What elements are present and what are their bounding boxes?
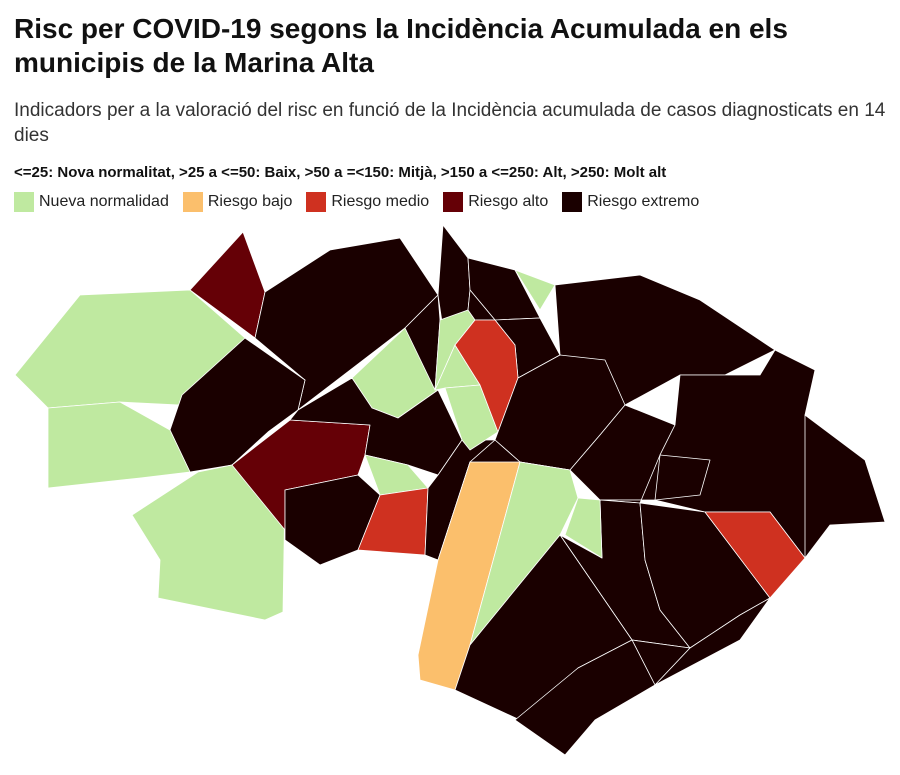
legend-label-normal: Nueva normalidad — [39, 193, 169, 210]
legend-item-normal: Nueva normalidad — [14, 192, 169, 212]
municipality-region[interactable] — [437, 224, 471, 323]
legend-label-low: Riesgo bajo — [207, 193, 293, 210]
legend-swatch-normal — [14, 192, 34, 212]
municipality-region[interactable] — [564, 497, 603, 559]
municipality-region[interactable] — [654, 454, 711, 501]
municipality-region[interactable] — [469, 461, 579, 646]
legend-item-extreme: Riesgo extremo — [562, 192, 699, 212]
municipality-region[interactable] — [804, 414, 886, 559]
municipality-region[interactable] — [514, 269, 556, 311]
chart-title: Risc per COVID-19 segons la Incidència A… — [14, 13, 788, 78]
legend-swatch-extreme — [562, 192, 583, 212]
legend-label-high: Riesgo alto — [468, 193, 549, 210]
municipality-region[interactable] — [654, 597, 771, 686]
municipality-region[interactable] — [131, 464, 286, 621]
legend-swatch-medium — [306, 192, 327, 212]
legend-label-extreme: Riesgo extremo — [587, 193, 700, 210]
municipality-region[interactable] — [444, 384, 499, 451]
legend-swatch-low — [182, 192, 203, 212]
risk-scale-note: <=25: Nova normalitat, >25 a <=50: Baix,… — [14, 164, 667, 181]
legend-item-medium: Riesgo medio — [306, 192, 429, 212]
legend-item-high: Riesgo alto — [443, 192, 548, 212]
municipality-region[interactable] — [47, 401, 191, 489]
legend-swatch-high — [443, 192, 464, 212]
municipality-region[interactable] — [284, 474, 381, 566]
legend: Nueva normalidad Riesgo bajo Riesgo medi… — [14, 192, 713, 212]
legend-label-medium: Riesgo medio — [331, 193, 430, 210]
legend-item-low: Riesgo bajo — [182, 192, 293, 212]
chart-subtitle: Indicadors per a la valoració del risc e… — [14, 100, 886, 146]
